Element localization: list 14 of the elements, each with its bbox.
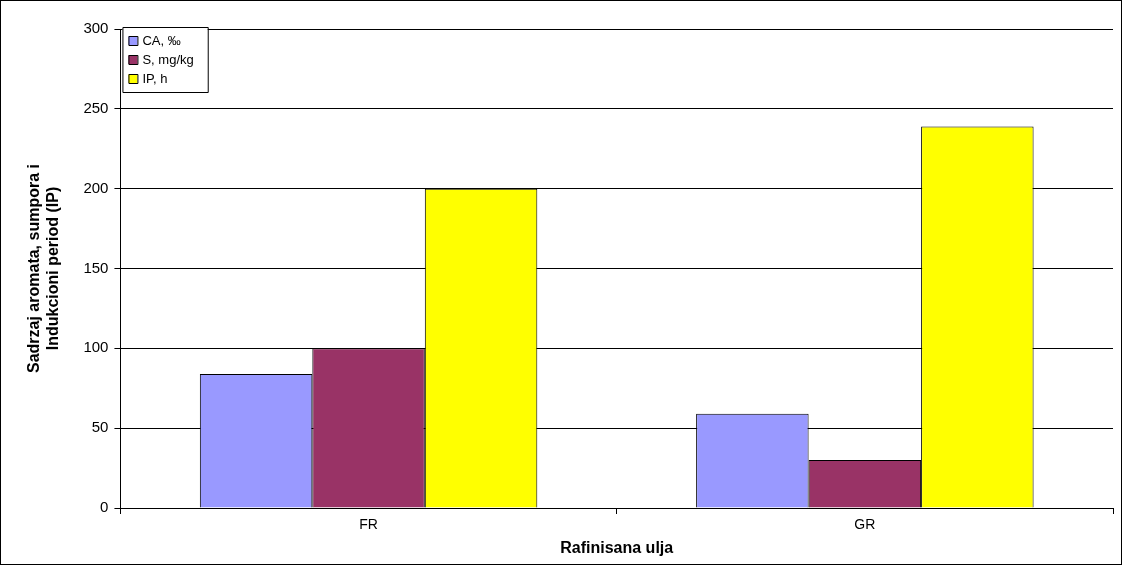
legend-label: S, mg/kg bbox=[142, 51, 194, 67]
x-tick-label: GR bbox=[854, 516, 876, 533]
legend-label: IP, h bbox=[142, 70, 168, 86]
y-axis-title: Sadrzaj aromata, sumpora i Indukcioni period (IP) bbox=[25, 164, 62, 373]
y-tick-label: 100 bbox=[83, 338, 109, 356]
y-tick-label: 250 bbox=[83, 98, 109, 116]
legend-label: CA, ‰ bbox=[142, 32, 181, 48]
y-tick-label: 300 bbox=[83, 19, 109, 37]
y-tick-label: 200 bbox=[83, 178, 109, 196]
y-tick-label: 50 bbox=[91, 418, 109, 436]
x-axis-title: Rafinisana ulja bbox=[560, 538, 674, 556]
y-tick-label: 150 bbox=[83, 258, 109, 276]
y-tick-label: 0 bbox=[100, 498, 109, 516]
x-tick-label: FR bbox=[359, 516, 378, 533]
